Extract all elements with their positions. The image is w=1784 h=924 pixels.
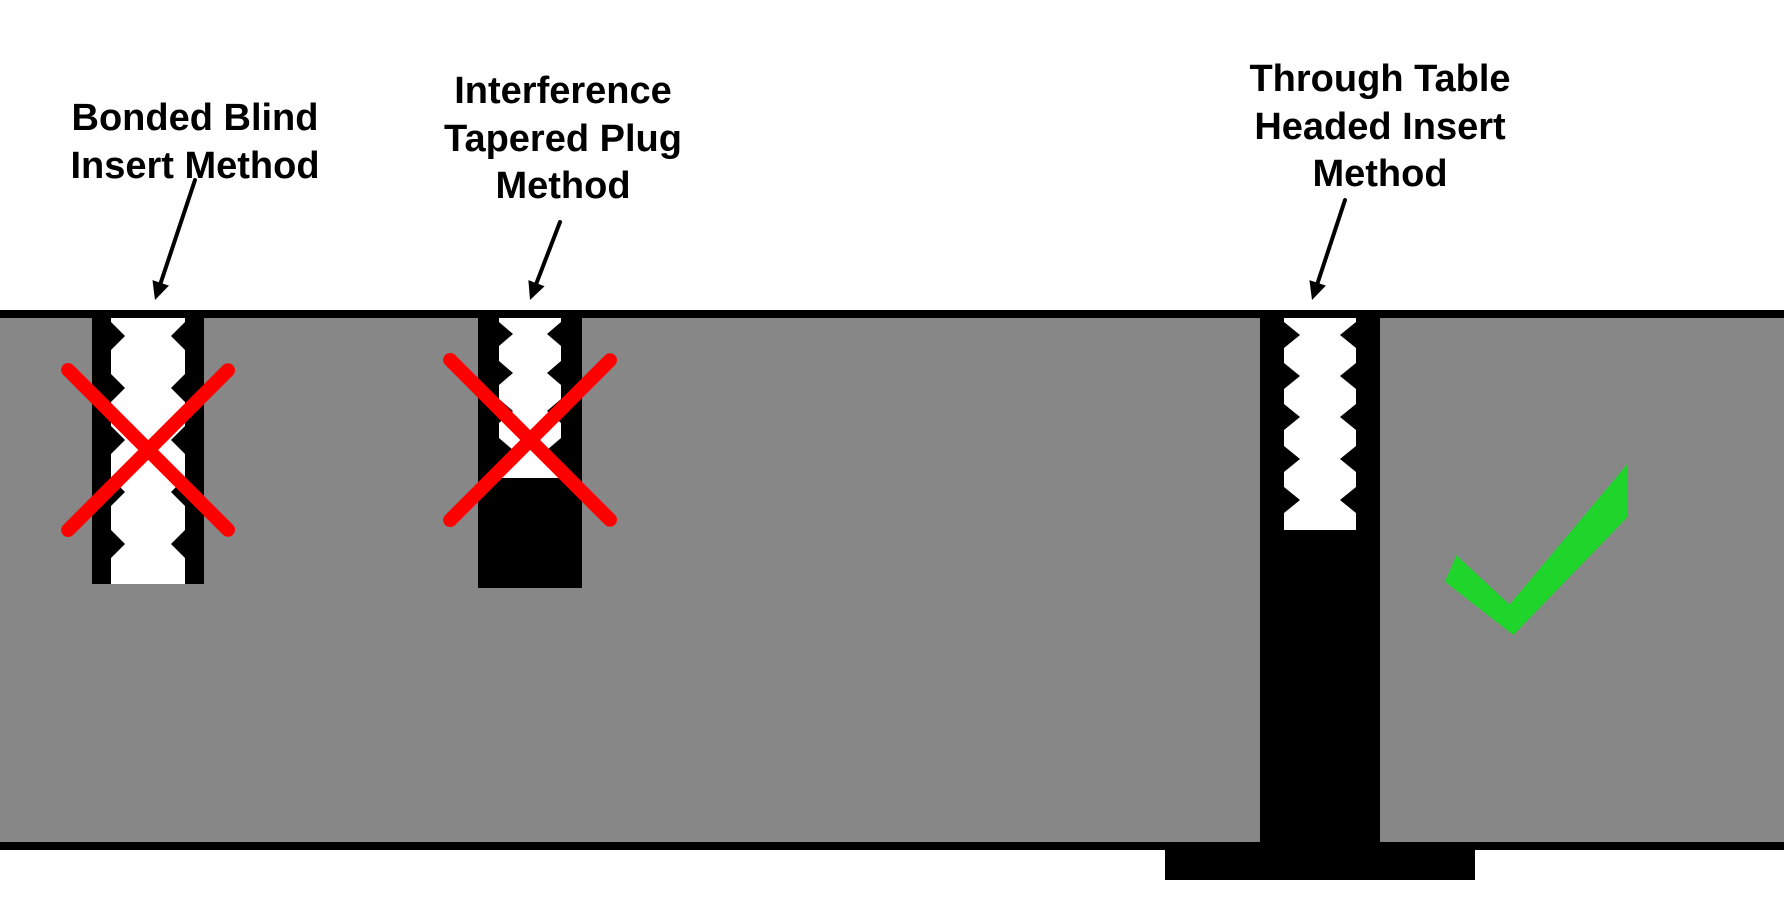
diagram-canvas: Bonded Blind Insert Method Interference … (0, 0, 1784, 924)
arrow-through (1282, 170, 1375, 330)
arrow-interference (500, 192, 590, 330)
check-icon (1445, 445, 1635, 635)
arrow-bonded (125, 150, 225, 330)
label-through-table: Through Table Headed Insert Method (1080, 56, 1680, 199)
cross-icon (445, 355, 615, 525)
label-interference-plug: Interference Tapered Plug Method (263, 68, 863, 211)
insert-through-flange (1165, 850, 1475, 880)
cross-icon (63, 365, 233, 535)
insert-through-headed (1260, 318, 1380, 850)
